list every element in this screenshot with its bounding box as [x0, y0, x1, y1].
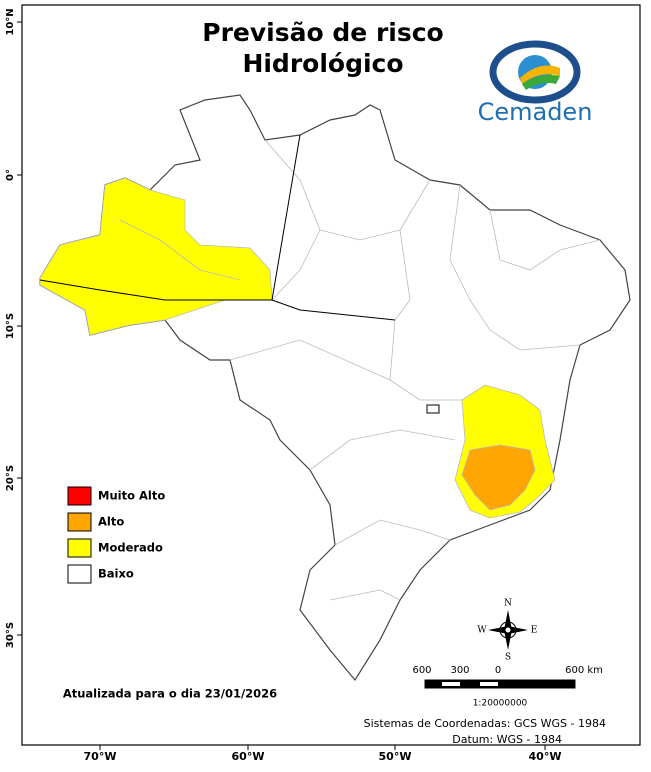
compass-letter: E [531, 626, 538, 636]
compass-letter: S [505, 653, 511, 663]
legend-swatch [67, 512, 92, 532]
title: Hidrológico [242, 49, 403, 78]
legend: Muito Alto Alto Moderado Baixo [67, 486, 165, 584]
longitude-label: 50°W [379, 750, 412, 763]
latitude-label: 0° [5, 169, 16, 181]
legend-swatch [67, 538, 92, 558]
major-borders [39, 134, 440, 414]
latitude-label: 20°S [5, 465, 16, 491]
scale-label: 600 [412, 665, 431, 676]
logo-text: Cemaden [478, 98, 593, 126]
logo-icon [489, 40, 581, 104]
legend-swatch [67, 564, 92, 584]
scale-label: 600 km [565, 665, 603, 676]
legend-label: Baixo [98, 567, 134, 581]
latitude-label: 30°S [5, 622, 16, 648]
scale-ratio: 1:20000000 [473, 699, 528, 709]
scale-bar [424, 679, 576, 689]
high-region [461, 444, 536, 511]
scale-label: 300 [450, 665, 469, 676]
latitude-label: 10°N [5, 8, 16, 35]
legend-label: Muito Alto [98, 489, 165, 503]
credits: Datum: WGS - 1984 [452, 733, 562, 746]
update-date: Atualizada para o dia 23/01/2026 [63, 687, 277, 701]
credits: Sistemas de Coordenadas: GCS WGS - 1984 [364, 717, 606, 730]
compass-letter: W [477, 626, 487, 636]
state-borders [119, 139, 601, 601]
longitude-label: 60°W [232, 750, 265, 763]
scale-label: 0 [495, 665, 501, 676]
moderate-region [39, 177, 273, 336]
legend-label: Alto [98, 515, 124, 529]
legend-label: Moderado [98, 541, 163, 555]
title: Previsão de risco [202, 18, 443, 47]
legend-swatch [67, 486, 92, 506]
axis-labels: 70°W 60°W 50°W 40°W 10°N 0° 10°S 20°S 30°S [5, 8, 561, 763]
longitude-label: 40°W [529, 750, 562, 763]
compass-letter: N [504, 599, 512, 609]
longitude-label: 70°W [84, 750, 117, 763]
latitude-label: 10°S [5, 313, 16, 339]
compass-rose [488, 610, 528, 650]
